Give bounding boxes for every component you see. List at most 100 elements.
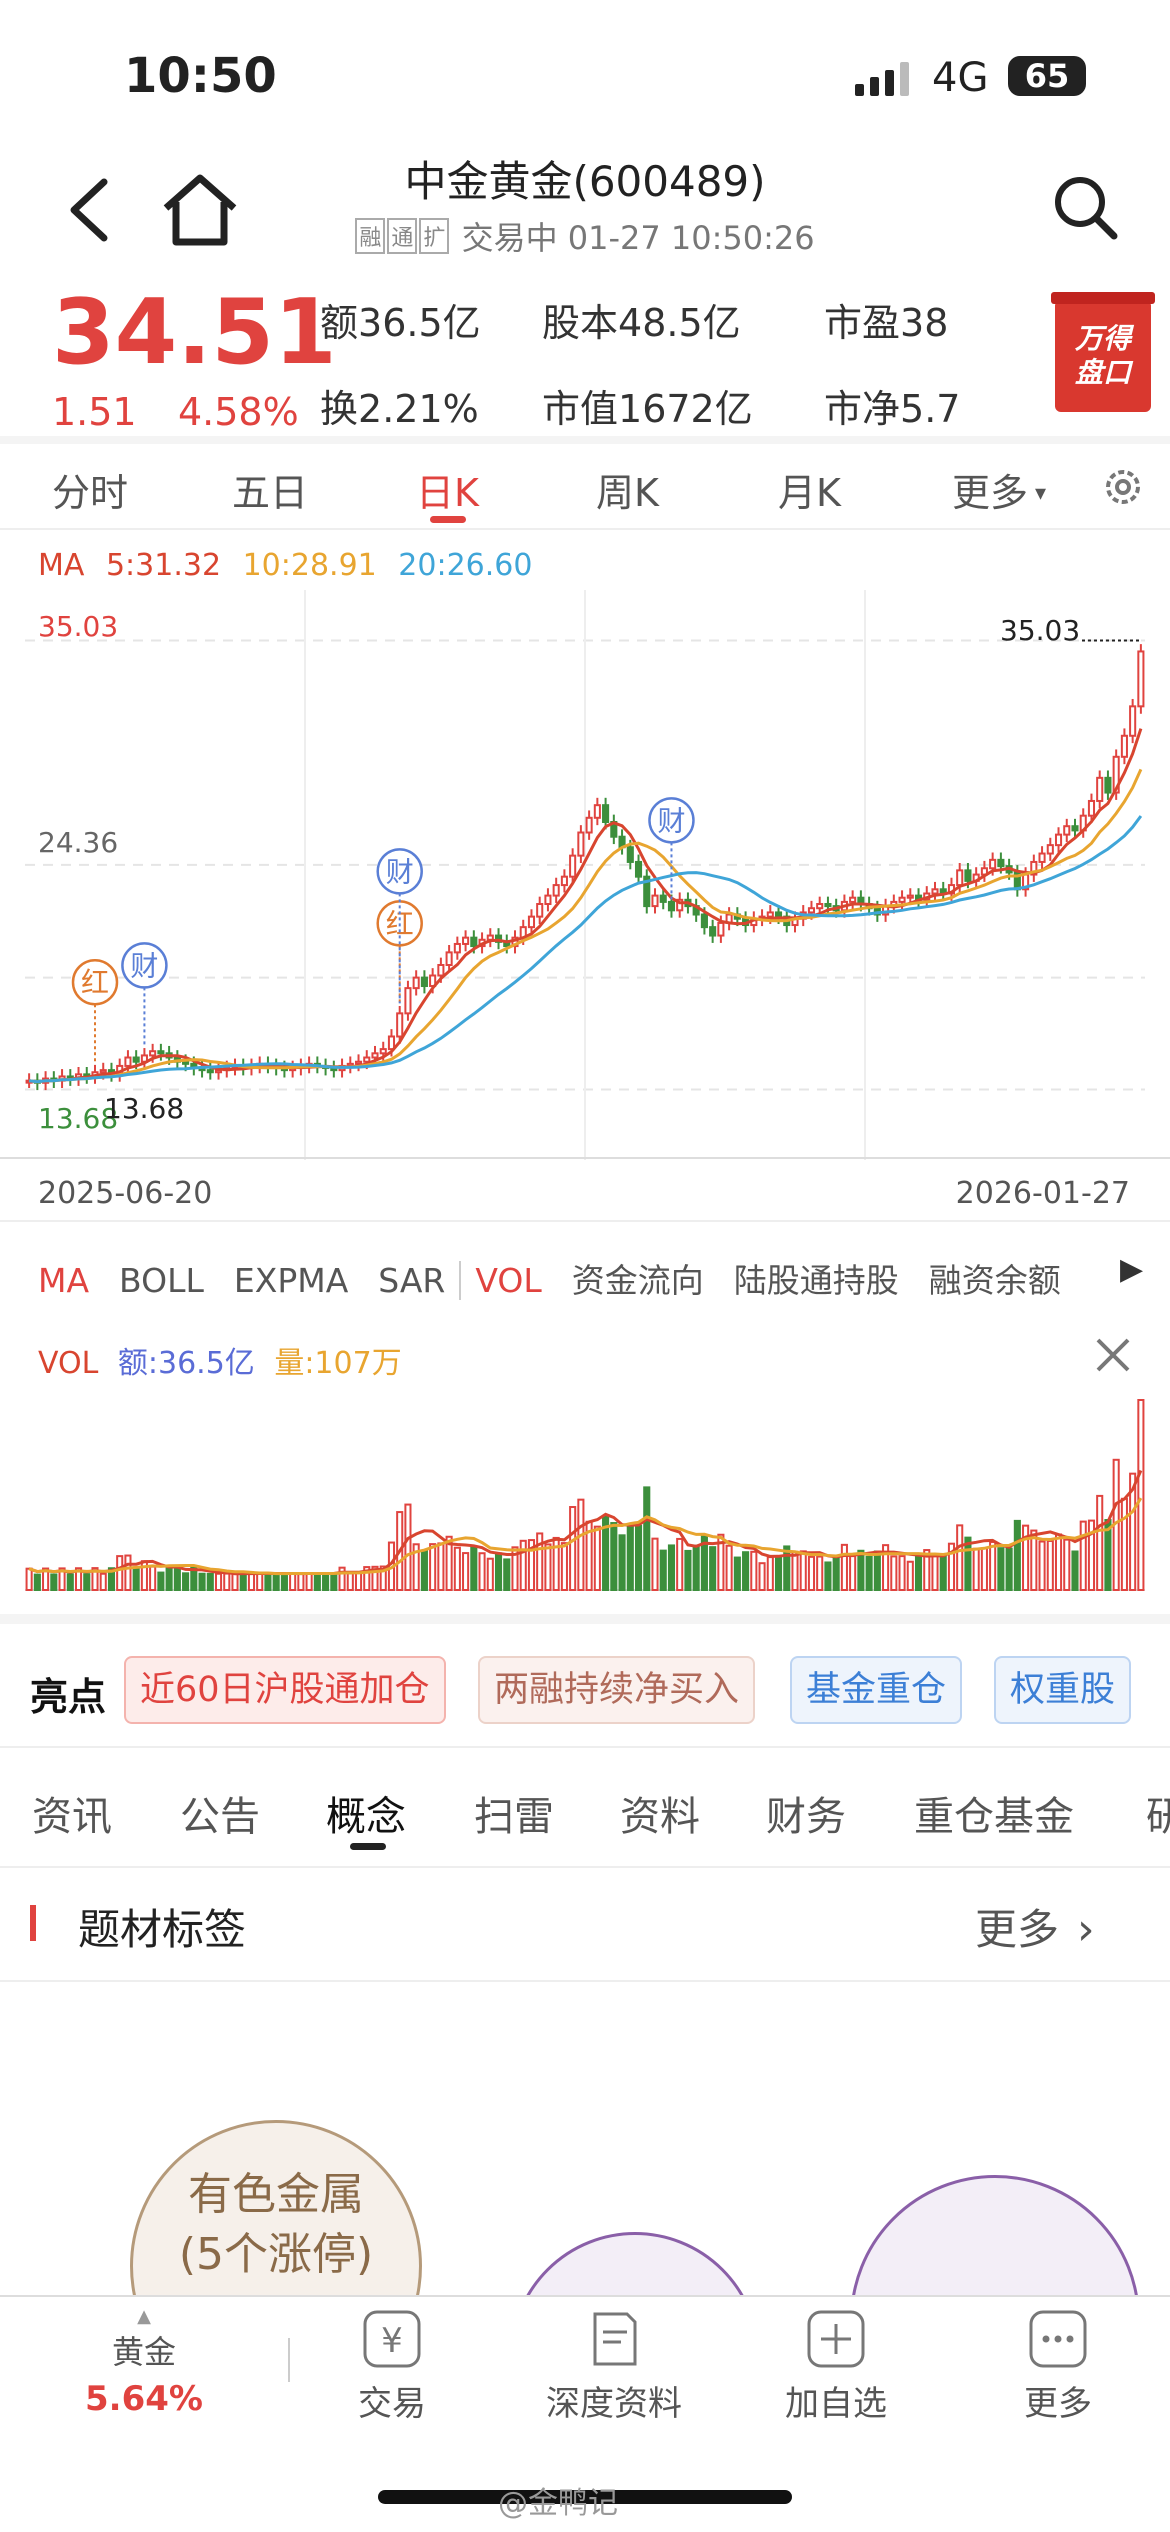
volume-bar: [824, 1561, 832, 1591]
volume-bar: [849, 1555, 857, 1591]
candle-body: [1087, 799, 1096, 817]
candle-body: [1030, 860, 1038, 876]
volume-chart[interactable]: [0, 1380, 1170, 1600]
nav-deep-data[interactable]: 深度资料: [534, 2308, 694, 2425]
highlight-chip[interactable]: 两融持续净买入: [478, 1656, 756, 1724]
info-tab-funds[interactable]: 重仓基金: [914, 1794, 1074, 1840]
stat-pe: 市盈38: [824, 301, 949, 345]
bubble-subtext: (5个涨停): [178, 2229, 374, 2280]
volume-bar: [346, 1572, 354, 1591]
info-tab-news[interactable]: 资讯: [32, 1794, 112, 1840]
event-marker-text: 财: [657, 804, 685, 837]
volume-bar: [684, 1549, 692, 1591]
wind-orderbook-button[interactable]: 万得 盘口: [1051, 292, 1155, 412]
section-more-link[interactable]: 更多 ›: [975, 1904, 1095, 1955]
volume-bar: [289, 1572, 297, 1591]
volume-bar: [83, 1573, 91, 1592]
chart-grid: [0, 590, 1170, 1160]
badge-line-1: 万得: [1074, 322, 1131, 355]
ind-tab-margin[interactable]: 融资余额: [928, 1261, 1061, 1300]
candle-body: [1129, 705, 1137, 737]
ind-tab-boll[interactable]: BOLL: [119, 1261, 204, 1300]
highlight-chip[interactable]: 近60日沪股通加仓: [124, 1656, 446, 1724]
tab-monthly-k[interactable]: 月K: [778, 471, 841, 515]
volume-bar: [149, 1565, 157, 1591]
volume-bar: [272, 1572, 280, 1591]
ind-tab-ma[interactable]: MA: [38, 1261, 90, 1300]
gear-icon[interactable]: [1100, 464, 1146, 510]
nav-more[interactable]: 更多: [978, 2308, 1138, 2425]
info-tab-announcements[interactable]: 公告: [180, 1794, 260, 1840]
divider: [0, 1220, 1170, 1222]
volume-bar: [247, 1572, 256, 1592]
candle-body: [387, 1035, 396, 1051]
back-icon[interactable]: [60, 170, 120, 250]
gold-index-widget[interactable]: ▲ 黄金 5.64%: [64, 2306, 224, 2419]
volume-bar: [643, 1486, 651, 1591]
info-tab-research[interactable]: 研: [1146, 1794, 1170, 1840]
nav-trade[interactable]: ¥ 交易: [312, 2308, 472, 2425]
volume-bar: [725, 1544, 733, 1592]
info-tab-finance[interactable]: 财务: [766, 1794, 846, 1840]
nav-add-watchlist[interactable]: 加自选: [756, 2308, 916, 2425]
event-marker: [376, 848, 423, 895]
volume-bar: [50, 1573, 58, 1592]
volume-bar: [544, 1543, 552, 1592]
stock-status: 融通扩 交易中 01-27 10:50:26: [0, 213, 1170, 259]
ind-tab-vol[interactable]: VOL: [459, 1261, 542, 1300]
ind-tab-expma[interactable]: EXPMA: [233, 1261, 349, 1300]
price-change-pct: 4.58%: [178, 390, 299, 434]
more-icon: [1029, 2310, 1087, 2368]
volume-bar: [462, 1552, 470, 1592]
info-tab-risk[interactable]: 扫雷: [474, 1794, 554, 1840]
play-icon[interactable]: ▶: [1120, 1252, 1144, 1287]
x-end-date: 2026-01-27: [955, 1176, 1130, 1211]
concept-bubble[interactable]: [510, 2232, 760, 2295]
ma-label: MA: [38, 548, 85, 583]
volume-bar: [527, 1539, 536, 1591]
candle-body: [412, 976, 420, 990]
volume-bar: [931, 1554, 939, 1591]
high-marker: 35.03: [1000, 614, 1080, 647]
search-icon[interactable]: [1050, 172, 1120, 242]
info-tab-profile[interactable]: 资料: [620, 1794, 700, 1840]
tab-intraday[interactable]: 分时: [52, 471, 129, 515]
tab-5day[interactable]: 五日: [232, 471, 309, 515]
volume-bar: [239, 1572, 247, 1591]
volume-bar: [371, 1565, 379, 1591]
candle-body: [766, 911, 774, 918]
ind-tab-sar[interactable]: SAR: [378, 1261, 446, 1300]
candle-body: [1120, 734, 1128, 758]
close-icon[interactable]: [1090, 1332, 1136, 1378]
volume-bar: [214, 1572, 223, 1591]
info-tab-concepts[interactable]: 概念: [326, 1794, 406, 1840]
volume-bar: [379, 1565, 387, 1592]
home-icon[interactable]: [160, 170, 240, 250]
indicator-tabs: MA BOLL EXPMA SAR VOL 资金流向 陆股通持股 融资余额: [38, 1254, 1091, 1302]
volume-bar: [165, 1566, 173, 1591]
volume-bar: [519, 1539, 527, 1592]
ind-tab-fundflow[interactable]: 资金流向: [571, 1261, 704, 1300]
active-tab-indicator: [430, 516, 466, 523]
concept-bubble[interactable]: 有色金属 (5个涨停): [130, 2120, 422, 2295]
concept-bubble[interactable]: [850, 2175, 1140, 2295]
divider: [0, 1746, 1170, 1748]
tab-weekly-k[interactable]: 周K: [596, 471, 659, 515]
highlight-chip[interactable]: 基金重仓: [790, 1656, 963, 1724]
tab-daily-k[interactable]: 日K: [416, 471, 479, 515]
volume-bar: [412, 1543, 420, 1591]
candle-body: [643, 875, 651, 908]
tab-more[interactable]: 更多 ▾: [952, 471, 1047, 515]
volume-bar: [116, 1555, 124, 1591]
volume-bar: [354, 1572, 363, 1592]
candle-body: [1112, 755, 1120, 794]
nav-label: 更多: [1024, 2384, 1092, 2424]
volume-bar: [626, 1523, 634, 1591]
candle-body: [1063, 825, 1071, 836]
highlight-chip[interactable]: 权重股: [994, 1656, 1132, 1724]
nav-separator: [288, 2338, 290, 2382]
ind-tab-northbound[interactable]: 陆股通持股: [733, 1261, 899, 1300]
volume-bar: [99, 1572, 107, 1591]
volume-bar: [33, 1573, 41, 1591]
